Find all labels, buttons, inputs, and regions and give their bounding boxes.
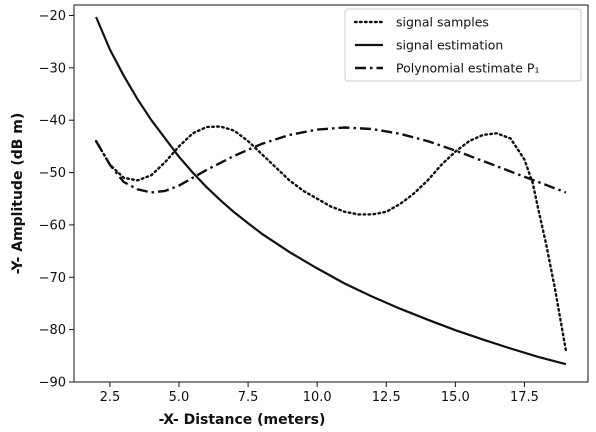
legend-entry-signal-estimation: signal estimation — [396, 38, 503, 53]
x-tick-label: 12.5 — [372, 390, 401, 405]
y-tick-label: −30 — [39, 61, 66, 76]
x-tick-label: 2.5 — [100, 390, 121, 405]
y-tick-label: −70 — [39, 271, 66, 286]
y-axis-label: -Y- Amplitude (dB m) — [10, 113, 26, 275]
x-tick-label: 5.0 — [169, 390, 190, 405]
legend-entry-signal-samples: signal samples — [396, 15, 489, 30]
y-tick-label: −40 — [39, 114, 66, 129]
plot-curves — [94, 16, 568, 366]
series-line-signal-estimation — [95, 16, 567, 366]
y-axis-ticks: −90 −80 −70 −60 −50 −40 −30 −20 — [39, 9, 74, 391]
y-tick-label: −80 — [39, 323, 66, 338]
y-tick-label: −50 — [39, 166, 66, 181]
x-tick-label: 7.5 — [238, 390, 259, 405]
legend-entry-polynomial-estimate: Polynomial estimate P₁ — [396, 61, 539, 76]
x-axis-label: -X- Distance (meters) — [159, 412, 326, 428]
plot-frame — [73, 4, 589, 383]
x-tick-label: 17.5 — [510, 390, 539, 405]
y-tick-label: −90 — [39, 376, 66, 391]
y-tick-label: −20 — [39, 9, 66, 24]
x-tick-label: 15.0 — [441, 390, 470, 405]
x-axis-ticks: 2.5 5.0 7.5 10.0 12.5 15.0 17.5 — [100, 382, 539, 405]
x-tick-label: 10.0 — [303, 390, 332, 405]
legend: signal samples signal estimation Polynom… — [344, 8, 582, 82]
legend-box — [344, 8, 582, 82]
y-tick-label: −60 — [39, 218, 66, 233]
series-line-polynomial-estimate-p — [95, 126, 567, 194]
series-line-signal-samples — [94, 125, 568, 352]
